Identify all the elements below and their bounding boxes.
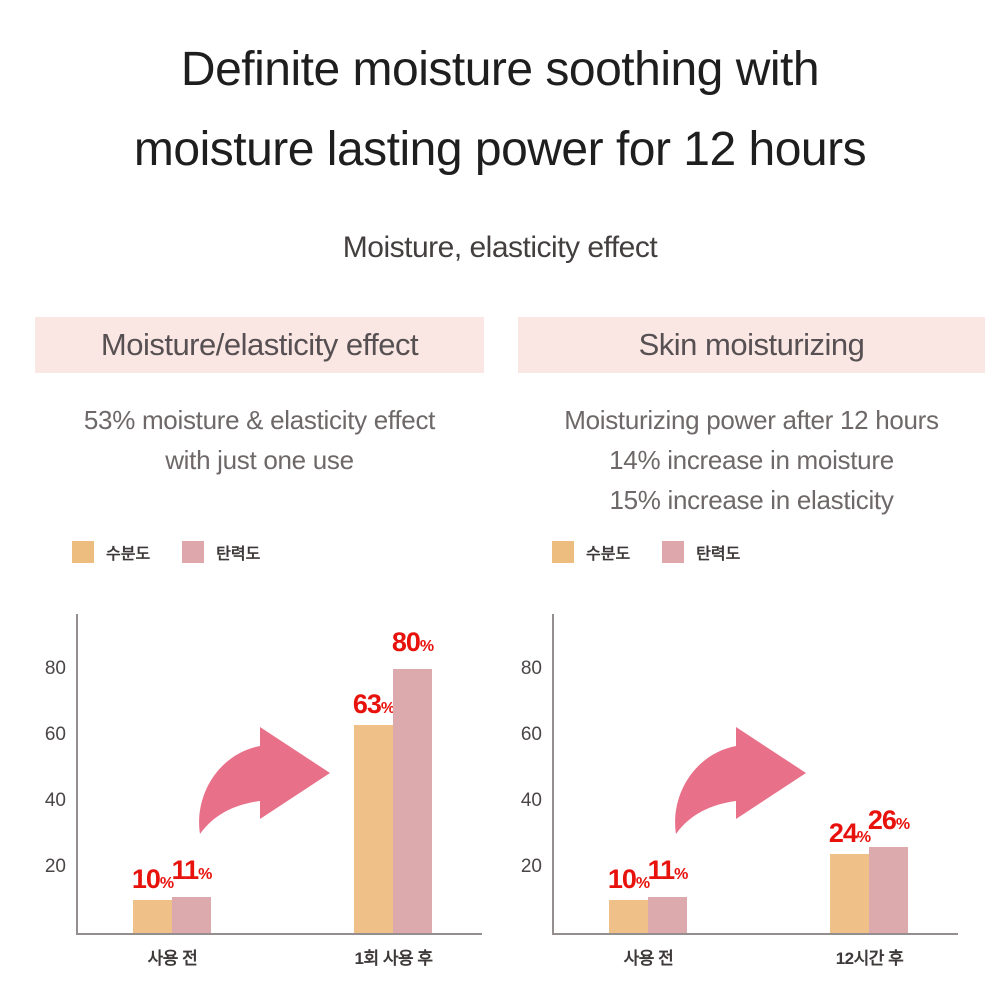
bar-value-label: 11% <box>647 855 689 890</box>
bar-moisture-group1 <box>133 900 172 933</box>
description-line: 14% increase in moisture <box>609 445 894 475</box>
bar-value-number: 10 <box>131 864 161 894</box>
y-axis-tick-label: 40 <box>520 790 542 811</box>
category-label: 사용 전 <box>623 949 674 968</box>
growth-arrow-icon <box>199 727 330 834</box>
y-axis-tick-label: 40 <box>44 790 66 811</box>
bar-value-unit: % <box>380 700 395 717</box>
bar-value-unit: % <box>159 875 174 892</box>
legend-item: 탄력도 <box>182 540 260 564</box>
panel-description-skin-moisturizing: Moisturizing power after 12 hours 14% inc… <box>518 400 985 520</box>
bar-value-label: 24% <box>828 818 871 853</box>
legend-left: 수분도 탄력도 <box>72 540 292 564</box>
category-label: 12시간 후 <box>835 949 904 968</box>
bar-value-number: 11 <box>171 855 200 885</box>
bar-chart-moisture-elasticity: 20 40 60 80 사용 전 10% 11% 1회 사용 후 63% 80% <box>30 600 490 985</box>
y-axis-tick-label: 60 <box>44 724 66 745</box>
growth-arrow-icon <box>675 727 806 834</box>
legend-label: 수분도 <box>586 546 631 563</box>
bar-value-label: 10% <box>607 864 650 899</box>
y-axis-line <box>76 614 78 935</box>
bar-elasticity-group1 <box>648 897 687 933</box>
legend-label: 수분도 <box>106 546 151 563</box>
bar-value-unit: % <box>198 866 212 883</box>
bar-value-unit: % <box>895 816 910 833</box>
bar-value-number: 11 <box>647 855 676 885</box>
panel-header-skin-moisturizing: Skin moisturizing <box>518 317 985 373</box>
y-axis-tick-label: 20 <box>520 856 542 877</box>
x-axis-line <box>76 933 482 935</box>
x-axis-line <box>552 933 958 935</box>
legend-right: 수분도 탄력도 <box>552 540 772 564</box>
y-axis-line <box>552 614 554 935</box>
page-title-line1: Definite moisture soothing with <box>180 43 820 96</box>
bar-value-number: 63 <box>352 689 382 719</box>
bar-value-unit: % <box>419 638 434 655</box>
legend-swatch-icon <box>662 541 685 563</box>
bar-value-unit: % <box>635 875 650 892</box>
y-axis-tick-label: 80 <box>44 658 66 679</box>
bar-chart-skin-moisturizing: 20 40 60 80 사용 전 10% 11% 12시간 후 24% 26% <box>506 600 966 985</box>
legend-swatch-icon <box>182 541 205 563</box>
category-label: 사용 전 <box>147 949 198 968</box>
legend-item: 탄력도 <box>662 540 740 564</box>
category-label: 1회 사용 후 <box>354 949 433 968</box>
description-line: Moisturizing power after 12 hours <box>564 405 939 435</box>
bar-elasticity-group2 <box>393 669 432 933</box>
legend-item: 수분도 <box>552 540 630 564</box>
legend-swatch-icon <box>72 541 94 563</box>
panel-description-moisture-elasticity: 53% moisture & elasticity effect with jus… <box>35 400 484 480</box>
bar-value-label: 26% <box>867 805 910 840</box>
page-title-line2: moisture lasting power for 12 hours <box>133 123 867 176</box>
bar-value-number: 26 <box>867 805 897 835</box>
bar-elasticity-group2 <box>869 847 908 933</box>
panel-header-moisture-elasticity: Moisture/elasticity effect <box>35 317 484 373</box>
bar-value-number: 10 <box>607 864 637 894</box>
bar-elasticity-group1 <box>172 897 211 933</box>
bar-value-label: 63% <box>352 689 395 724</box>
bar-value-number: 80 <box>391 627 421 657</box>
description-line: 53% moisture & elasticity effect <box>83 405 436 435</box>
page-title: Definite moisture soothing with moisture … <box>0 30 1000 190</box>
bar-moisture-group2 <box>830 854 869 933</box>
bar-value-label: 10% <box>131 864 174 899</box>
page-subtitle: Moisture, elasticity effect <box>342 231 658 264</box>
legend-label: 탄력도 <box>696 546 741 563</box>
y-axis-tick-label: 60 <box>520 724 542 745</box>
bar-value-label: 11% <box>171 855 213 890</box>
y-axis-tick-label: 80 <box>520 658 542 679</box>
legend-item: 수분도 <box>72 540 150 564</box>
bar-value-unit: % <box>674 866 688 883</box>
y-axis-tick-label: 20 <box>44 856 66 877</box>
bar-value-number: 24 <box>828 818 858 848</box>
description-line: with just one use <box>165 445 354 475</box>
description-line: 15% increase in elasticity <box>609 485 894 515</box>
bar-value-unit: % <box>856 829 871 846</box>
bar-value-label: 80% <box>391 627 434 662</box>
legend-swatch-icon <box>552 541 574 563</box>
bar-moisture-group2 <box>354 725 393 933</box>
legend-label: 탄력도 <box>216 546 261 563</box>
bar-moisture-group1 <box>609 900 648 933</box>
